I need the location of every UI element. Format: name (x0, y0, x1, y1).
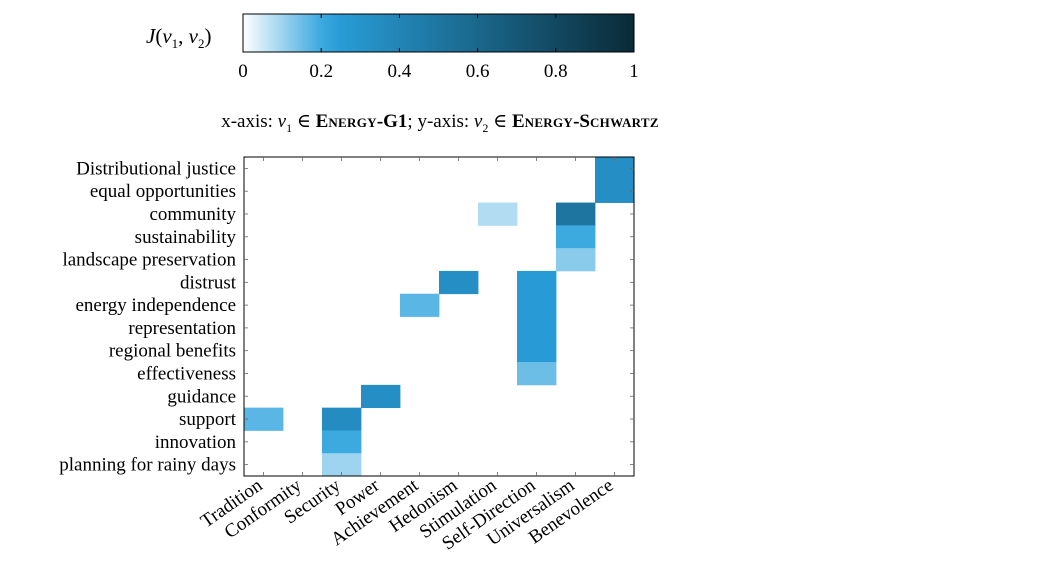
heatmap-cell-universalism-community (556, 202, 596, 226)
y-tick-label-distrust: distrust (180, 272, 237, 293)
heatmap-cell-power-guidance (361, 384, 401, 409)
colorbar-tick-label: 0.8 (544, 61, 568, 82)
colorbar-tick-label: 0.6 (466, 61, 490, 82)
y-tick-label-sustainability: sustainability (135, 227, 237, 248)
heatmap-cells (244, 157, 635, 477)
heatmap-cell-self-direction-representation (517, 316, 557, 340)
y-tick-label-community: community (149, 204, 236, 225)
heatmap-cell-benevolence-distributional-justice (595, 157, 635, 181)
y-tick-label-guidance: guidance (167, 386, 236, 407)
colorbar-tick-label: 0 (238, 61, 248, 82)
colorbar-label: J(v1, v2) (146, 24, 212, 52)
heatmap-cell-security-support (322, 407, 362, 431)
heatmap-cell-benevolence-equal-opportunities (595, 179, 635, 203)
y-tick-label-distributional-justice: Distributional justice (76, 158, 236, 179)
heatmap-cell-hedonism-distrust (439, 270, 479, 295)
heatmap-cell-self-direction-effectiveness (517, 362, 557, 386)
y-tick-label-energy-independence: energy independence (75, 295, 236, 316)
y-tick-label-representation: representation (128, 318, 236, 339)
y-tick-label-landscape-preservation: landscape preservation (62, 250, 236, 271)
y-tick-label-equal-opportunities: equal opportunities (90, 181, 236, 202)
colorbar-tick-label: 0.2 (309, 61, 333, 82)
colorbar-tick-label: 1 (629, 61, 639, 82)
colorbar-tick-label: 0.4 (388, 61, 412, 82)
heatmap-cell-security-planning-for-rainy-days (322, 453, 362, 477)
heatmap-cell-universalism-sustainability (556, 225, 596, 249)
y-tick-label-innovation: innovation (155, 432, 237, 453)
heatmap-cell-stimulation-community (478, 202, 518, 226)
heatmap-cell-universalism-landscape-preservation (556, 248, 596, 272)
heatmap-cell-self-direction-energy-independence (517, 293, 557, 317)
heatmap-cell-tradition-support (244, 407, 284, 431)
y-tick-label-support: support (179, 409, 237, 430)
colorbar (242, 13, 635, 53)
heatmap-cell-achievement-energy-independence (400, 293, 440, 317)
heatmap-cell-self-direction-distrust (517, 270, 557, 295)
y-tick-label-effectiveness: effectiveness (137, 363, 236, 384)
axis-description: x-axis: v1 ∈ Energy-G1; y-axis: v2 ∈ Ene… (221, 111, 659, 135)
colorbar-ticks: 0 0.2 0.4 0.6 0.8 1 (238, 14, 639, 82)
heatmap-cell-security-innovation (322, 430, 362, 454)
heatmap-cell-self-direction-regional-benefits (517, 339, 557, 363)
y-tick-label-planning-for-rainy-days: planning for rainy days (59, 455, 236, 476)
plot-frame (243, 156, 635, 477)
y-tick-label-regional-benefits: regional benefits (109, 341, 236, 362)
